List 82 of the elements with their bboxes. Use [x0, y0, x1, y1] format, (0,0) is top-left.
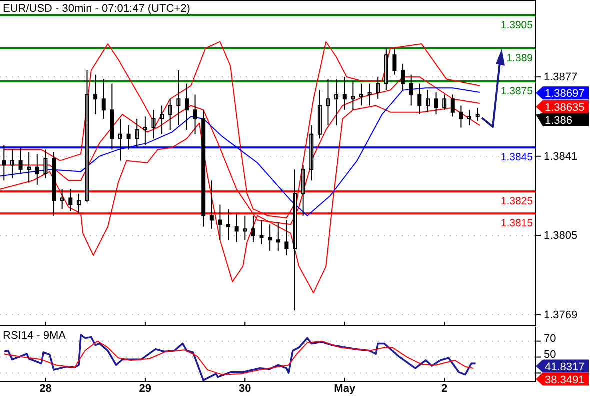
y-tick-label: 1.3805 [544, 230, 578, 242]
candlestick [351, 81, 356, 111]
candlestick [68, 188, 73, 212]
candlestick [202, 110, 206, 228]
candlestick [226, 208, 231, 241]
candlestick [243, 215, 248, 241]
candlestick [35, 154, 40, 186]
y-tick-label: 1.3877 [544, 72, 578, 84]
candlestick [118, 118, 122, 162]
candlestick [376, 76, 380, 100]
candlestick [176, 70, 181, 126]
y-tick-label: 1.38635 [545, 102, 585, 114]
ref-line-label: 1.3815 [500, 218, 534, 230]
candlestick [143, 116, 148, 146]
candlestick [368, 83, 372, 106]
text: 41.8317 [545, 361, 585, 374]
y-tick-label: 70 [544, 332, 556, 345]
x-tick-label: 2 [442, 382, 448, 395]
candlestick [60, 188, 64, 210]
chart-title: RSI14 - 9MA [3, 330, 67, 342]
ref-line-label: 1.3905 [500, 19, 534, 32]
candlestick [401, 63, 406, 91]
candlestick [85, 70, 90, 204]
candlestick [310, 125, 314, 182]
candlestick [168, 98, 172, 130]
candlestick [434, 92, 438, 116]
candlestick [442, 94, 447, 111]
candlestick [318, 90, 322, 140]
candlestick [94, 74, 98, 116]
candlestick [476, 107, 480, 122]
candlestick [251, 215, 256, 243]
candlestick [27, 151, 32, 184]
candlestick [450, 94, 455, 118]
text: 38.3491 [545, 374, 585, 386]
candlestick [293, 169, 298, 312]
candlestick [2, 144, 6, 182]
candlestick [426, 90, 430, 113]
ref-line-label: 1.3875 [500, 86, 534, 98]
candlestick [459, 105, 464, 128]
candlestick [392, 48, 397, 76]
x-tick-label: 30 [239, 382, 252, 395]
candlestick [160, 105, 164, 135]
x-tick-label: 29 [139, 382, 152, 395]
y-tick-label: 1.386 [545, 114, 573, 127]
candlestick [359, 83, 364, 106]
candlestick [301, 164, 306, 216]
x-tick-label: 28 [40, 382, 52, 395]
ref-line-label: 1.389 [506, 52, 534, 64]
candlestick [468, 110, 472, 126]
candlestick [102, 78, 106, 120]
candlestick [284, 220, 289, 256]
candlestick [193, 94, 198, 135]
ref-line-label: 1.3825 [500, 196, 534, 208]
candlestick [110, 83, 114, 150]
candlestick [152, 110, 156, 140]
candlestick [342, 76, 347, 111]
candlestick [135, 118, 140, 148]
candlestick [409, 74, 414, 106]
candlestick [218, 204, 222, 241]
candlestick [10, 149, 14, 179]
candlestick [184, 83, 189, 130]
candlestick [418, 83, 422, 116]
x-tick-label: May [334, 382, 356, 395]
candlestick [76, 193, 81, 214]
candlestick [210, 180, 214, 230]
y-tick-label: 1.3769 [544, 310, 578, 322]
candlestick [260, 220, 264, 245]
y-tick-label: 50 [544, 348, 556, 361]
ref-line-label: 1.3845 [500, 152, 534, 164]
candlestick [334, 78, 339, 126]
candlestick [18, 147, 23, 175]
y-tick-label: 1.3841 [544, 150, 578, 163]
candlestick [276, 222, 280, 252]
candlestick [326, 78, 330, 126]
y-tick-label: 1.38697 [545, 88, 585, 100]
candlestick [52, 151, 56, 216]
candlestick [234, 213, 239, 243]
chart-title: EUR/USD - 30min - 07:01:47 (UTC+2) [3, 3, 190, 15]
candlestick [268, 224, 272, 252]
candlestick [384, 48, 388, 91]
candlestick [126, 125, 131, 150]
candlestick [44, 149, 48, 179]
